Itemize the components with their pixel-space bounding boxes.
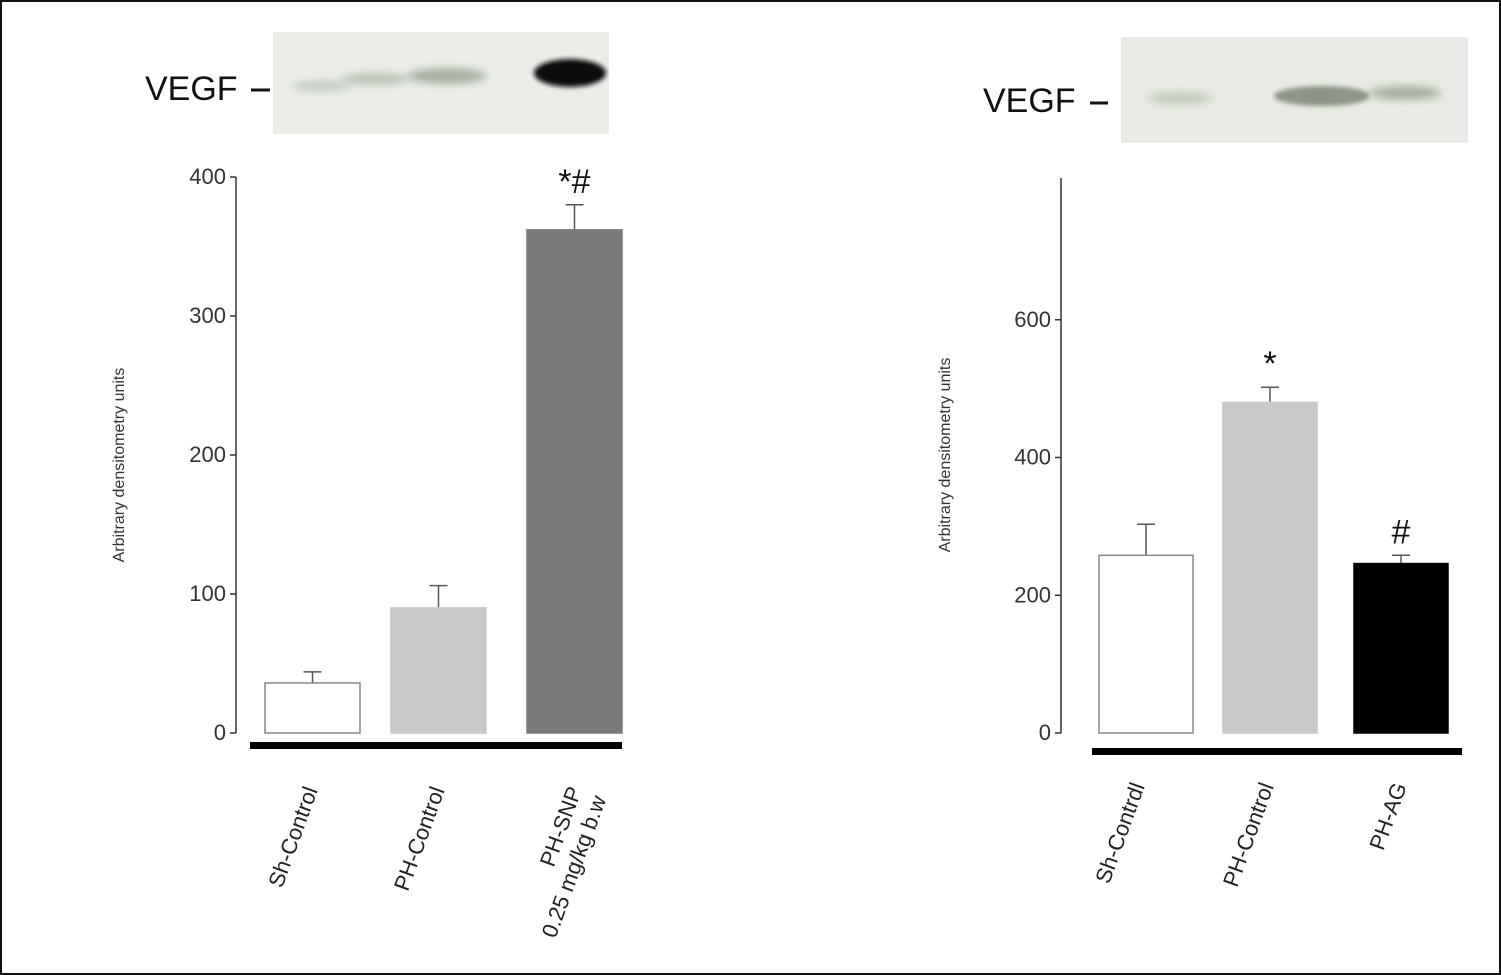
western-blot-right: VEGF	[983, 37, 1468, 143]
bar-chart-left: 0 100 200 300 400 Sh-Control PH-Control *# PH-SN…	[189, 163, 623, 941]
y-tick-label: 200	[1014, 582, 1051, 607]
bar	[264, 682, 361, 734]
category-label: Sh-Control	[263, 783, 322, 890]
category-label: Sh-Contrdl	[1090, 779, 1149, 886]
y-tick-label: 300	[189, 303, 226, 328]
blot-band	[1148, 92, 1212, 104]
category-label: PH-Control	[389, 783, 450, 894]
category-label: PH-SNP0.25 mg/kg b.w	[512, 783, 611, 941]
category-label-line: Sh-Control	[263, 783, 322, 890]
blot-label-left: VEGF	[145, 70, 238, 108]
x-axis-baseline	[1092, 748, 1462, 755]
bar	[390, 607, 487, 734]
bar	[526, 229, 623, 734]
significance-marker: #	[1392, 513, 1411, 551]
y-tick-label: 400	[189, 164, 226, 189]
y-axis-title-right: Arbitrary densitometry units	[937, 358, 954, 553]
bar	[1222, 401, 1318, 734]
y-tick-label: 100	[189, 581, 226, 606]
y-tick-label: 0	[214, 720, 226, 745]
western-blot-left: VEGF	[145, 32, 609, 134]
y-tick-label: 200	[189, 442, 226, 467]
blot-band	[1274, 86, 1370, 106]
y-tick-label: 600	[1014, 307, 1051, 332]
bar	[1098, 554, 1194, 734]
y-tick-label: 400	[1014, 445, 1051, 470]
y-tick-label: 0	[1039, 720, 1051, 745]
category-label-line: PH-Control	[389, 783, 450, 894]
bar	[1353, 562, 1449, 734]
blot-band	[1369, 86, 1441, 100]
category-label: PH-Control	[1218, 779, 1279, 890]
blot-band	[341, 73, 409, 85]
y-axis-title-left: Arbitrary densitometry units	[111, 368, 128, 563]
significance-marker: *	[1263, 345, 1276, 383]
blot-label-right: VEGF	[983, 82, 1076, 120]
x-axis-baseline	[250, 742, 622, 749]
blot-band	[534, 59, 606, 87]
blot-band	[292, 81, 352, 91]
bar-chart-right: 0 200 400 600 Sh-Contrdl * PH-Control # PH-AG	[1014, 178, 1462, 890]
category-label-line: PH-Control	[1218, 779, 1279, 890]
category-label-line: PH-AG	[1364, 779, 1411, 853]
significance-marker: *#	[558, 163, 590, 201]
category-label-line: Sh-Contrdl	[1090, 779, 1149, 886]
category-label: PH-AG	[1364, 779, 1411, 853]
blot-band	[407, 68, 487, 84]
